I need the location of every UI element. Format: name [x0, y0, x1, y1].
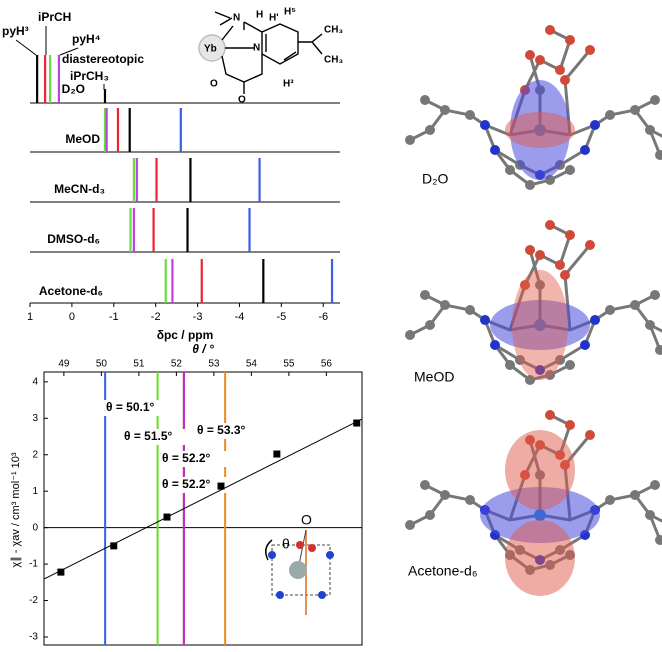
annotation-pointer [59, 47, 79, 56]
reference-label: θ = 52.2° [162, 451, 211, 465]
plot-frame [43, 371, 363, 646]
annotation: pyH⁴ [72, 32, 101, 46]
y-tick-label: 1 [32, 486, 38, 497]
scheme-label: H' [269, 13, 279, 24]
row-label: MeCN-d₃ [54, 182, 105, 196]
row-label: DMSO-d₆ [47, 232, 100, 246]
reference-label: θ = 53.3° [197, 423, 246, 437]
x-tick-label: -6 [318, 311, 328, 323]
structure-label: MeOD [414, 369, 454, 385]
y-tick-label: -3 [29, 632, 38, 643]
scheme-label: CH₃ [324, 25, 343, 36]
structure-label: D₂O [422, 171, 449, 187]
x-tick-label: 54 [246, 359, 258, 370]
scheme-label: H⁵ [284, 7, 296, 18]
inset [265, 529, 334, 615]
label-bg [195, 423, 265, 439]
x-axis-label: δpc / ppm [157, 328, 214, 342]
reference-label: θ = 52.2° [162, 477, 211, 491]
reference-label: θ = 51.5° [124, 429, 173, 443]
y-axis-label: χ∥ - χav / cm³ mol⁻¹ 10³ [10, 452, 22, 567]
point [273, 450, 281, 458]
x-tick-label: 51 [133, 359, 145, 370]
reference-label: θ = 50.1° [106, 400, 155, 414]
y-tick-label: 2 [32, 449, 38, 460]
annotation-pointer [15, 39, 37, 56]
x-tick-label: -3 [193, 311, 203, 323]
label-bg [104, 400, 174, 416]
y-tick-label: 4 [32, 376, 38, 387]
x-tick-label: 50 [96, 359, 108, 370]
y-tick-label: -1 [29, 559, 38, 570]
x-tick-label: 55 [283, 359, 295, 370]
y-tick-label: -2 [29, 595, 38, 606]
annotation: pyH³ [2, 24, 29, 38]
scheme-label: O [210, 79, 218, 90]
inset-label: θ [282, 536, 290, 552]
structure [403, 218, 662, 387]
scheme-label: N [233, 13, 240, 24]
point [217, 482, 225, 490]
x-tick-label: -1 [109, 311, 119, 323]
row-label: D₂O [62, 82, 85, 96]
x-tick-label: -4 [235, 311, 245, 323]
x-tick-label: 1 [27, 311, 33, 323]
point [57, 568, 65, 576]
structure [403, 408, 662, 596]
x-tick-label: -5 [276, 311, 286, 323]
annotation: iPrCH₃ [70, 69, 109, 83]
x-tick-label: 56 [321, 359, 333, 370]
fit-line [43, 418, 363, 580]
x-axis-label: θ / ° [192, 342, 214, 356]
label-bg [122, 429, 192, 445]
x-tick-label: 53 [208, 359, 220, 370]
point [353, 419, 361, 427]
structure-label: Acetone-d₆ [408, 563, 477, 579]
x-tick-label: 52 [171, 359, 183, 370]
scheme-label: O [238, 95, 246, 106]
annotation: iPrCH [38, 10, 71, 24]
row-label: Acetone-d₆ [39, 284, 103, 298]
x-tick-label: -2 [151, 311, 161, 323]
scheme-label: CH₃ [324, 55, 343, 66]
inset-label: O [301, 512, 312, 528]
point [110, 542, 118, 550]
x-tick-label: 0 [69, 311, 75, 323]
annotation: diastereotopic [62, 52, 144, 66]
scheme-label: N [253, 43, 260, 54]
scheme-label: H³ [283, 79, 294, 90]
y-tick-label: 3 [32, 413, 38, 424]
row-label: MeOD [65, 132, 100, 146]
scheme-label: H [256, 10, 263, 21]
label-bg [160, 477, 230, 493]
scheme-label: Yb [204, 44, 217, 55]
x-tick-label: 49 [58, 359, 70, 370]
label-bg [160, 451, 230, 467]
structure [403, 23, 662, 192]
y-tick-label: 0 [32, 522, 38, 533]
scheme [198, 11, 323, 94]
